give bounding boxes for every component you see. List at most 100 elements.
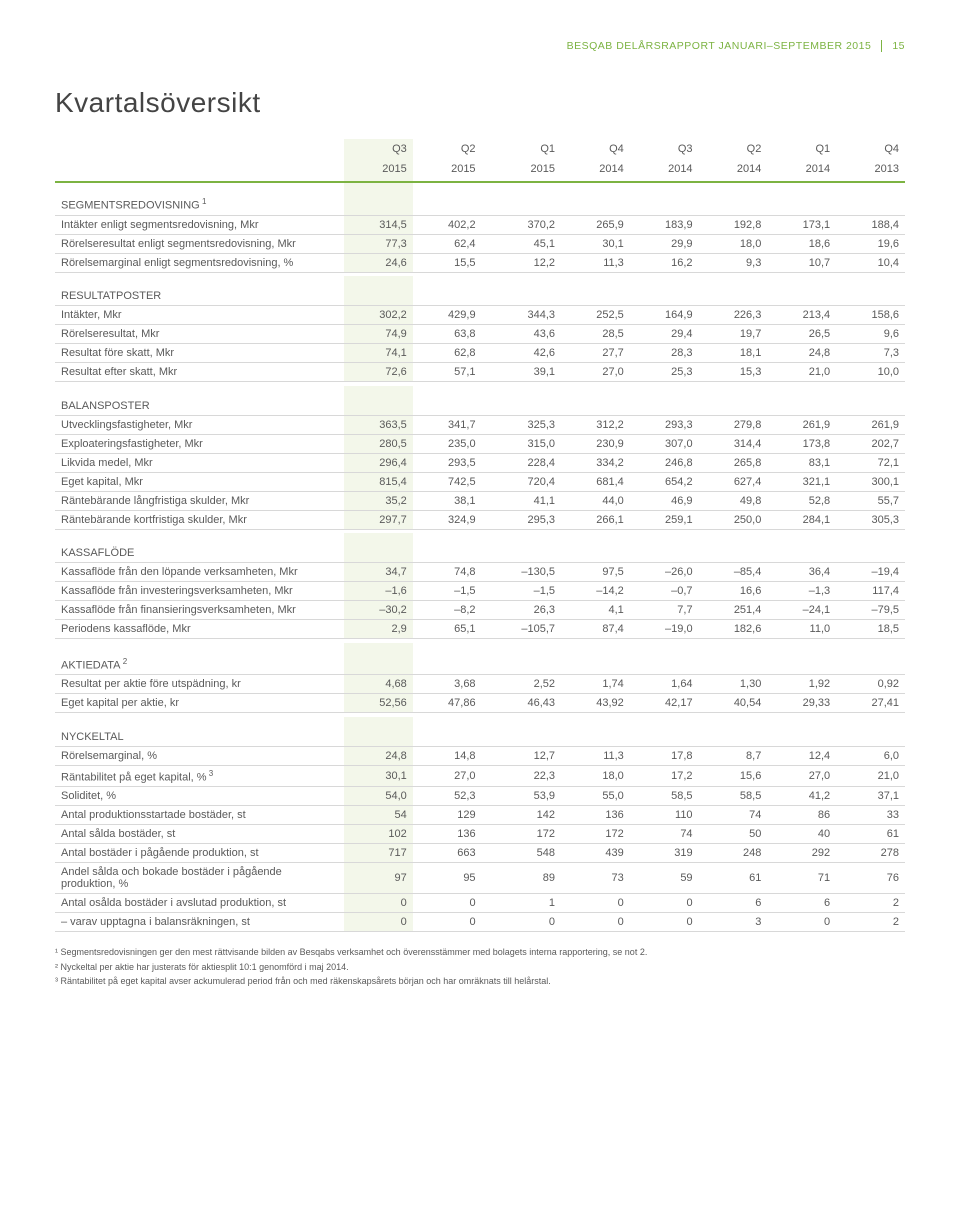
cell-value: 46,43: [482, 694, 561, 713]
cell-value: 38,1: [413, 491, 482, 510]
cell-value: 0: [561, 894, 630, 913]
cell-value: 18,1: [699, 344, 768, 363]
table-row: Kassaflöde från den löpande verksamheten…: [55, 563, 905, 582]
cell-value: 102: [344, 825, 413, 844]
cell-value: 312,2: [561, 415, 630, 434]
cell-value: 30,1: [561, 234, 630, 253]
cell-value: 16,6: [699, 582, 768, 601]
table-row: Exploateringsfastigheter, Mkr280,5235,03…: [55, 434, 905, 453]
cell-value: 280,5: [344, 434, 413, 453]
row-label: Periodens kassaflöde, Mkr: [55, 620, 344, 639]
cell-value: –1,5: [482, 582, 561, 601]
table-row: Kassaflöde från investeringsverksamheten…: [55, 582, 905, 601]
cell-value: 172: [482, 825, 561, 844]
cell-value: 1: [482, 894, 561, 913]
table-row: Rörelseresultat enligt segmentsredovisni…: [55, 234, 905, 253]
cell-value: 40,54: [699, 694, 768, 713]
cell-value: 429,9: [413, 306, 482, 325]
cell-value: 55,0: [561, 787, 630, 806]
footnote: ¹ Segmentsredovisningen ger den mest rät…: [55, 946, 905, 960]
col-header-bottom: 2014: [630, 159, 699, 182]
cell-value: 0: [630, 913, 699, 932]
row-label: Eget kapital, Mkr: [55, 472, 344, 491]
cell-value: 62,8: [413, 344, 482, 363]
cell-value: 83,1: [767, 453, 836, 472]
cell-value: 3,68: [413, 675, 482, 694]
table-row: – varav upptagna i balansräkningen, st00…: [55, 913, 905, 932]
section-title: KASSAFLÖDE: [55, 533, 344, 563]
cell-value: 24,8: [344, 746, 413, 765]
cell-value: 173,8: [767, 434, 836, 453]
cell-value: 4,1: [561, 601, 630, 620]
cell-value: 136: [413, 825, 482, 844]
cell-value: 1,92: [767, 675, 836, 694]
cell-value: 1,30: [699, 675, 768, 694]
cell-value: 1,74: [561, 675, 630, 694]
row-label: Resultat före skatt, Mkr: [55, 344, 344, 363]
cell-value: 34,7: [344, 563, 413, 582]
section-title: BALANSPOSTER: [55, 386, 344, 416]
row-label: Eget kapital per aktie, kr: [55, 694, 344, 713]
col-header-top: Q1: [482, 139, 561, 159]
cell-value: 302,2: [344, 306, 413, 325]
cell-value: 363,5: [344, 415, 413, 434]
cell-value: 65,1: [413, 620, 482, 639]
cell-value: 29,33: [767, 694, 836, 713]
cell-value: 11,3: [561, 746, 630, 765]
cell-value: 41,1: [482, 491, 561, 510]
col-header-bottom: 2014: [561, 159, 630, 182]
cell-value: 172: [561, 825, 630, 844]
cell-value: 110: [630, 806, 699, 825]
cell-value: 40: [767, 825, 836, 844]
cell-value: 11,0: [767, 620, 836, 639]
cell-value: 293,3: [630, 415, 699, 434]
cell-value: 0: [344, 894, 413, 913]
cell-value: 202,7: [836, 434, 905, 453]
cell-value: 2,52: [482, 675, 561, 694]
cell-value: 74: [630, 825, 699, 844]
cell-value: 12,7: [482, 746, 561, 765]
row-label: Kassaflöde från investeringsverksamheten…: [55, 582, 344, 601]
cell-value: 16,2: [630, 253, 699, 272]
col-header-bottom: 2014: [767, 159, 836, 182]
section-title: NYCKELTAL: [55, 717, 344, 747]
cell-value: 45,1: [482, 234, 561, 253]
cell-value: –1,5: [413, 582, 482, 601]
cell-value: –30,2: [344, 601, 413, 620]
cell-value: 188,4: [836, 215, 905, 234]
cell-value: 173,1: [767, 215, 836, 234]
table-row: Eget kapital per aktie, kr52,5647,8646,4…: [55, 694, 905, 713]
cell-value: –130,5: [482, 563, 561, 582]
page-number: 15: [892, 40, 905, 52]
cell-value: 21,0: [767, 363, 836, 382]
cell-value: 2: [836, 894, 905, 913]
cell-value: 50: [699, 825, 768, 844]
cell-value: 654,2: [630, 472, 699, 491]
cell-value: 28,3: [630, 344, 699, 363]
cell-value: –19,0: [630, 620, 699, 639]
table-row: Eget kapital, Mkr815,4742,5720,4681,4654…: [55, 472, 905, 491]
col-header-top: Q4: [836, 139, 905, 159]
cell-value: 17,2: [630, 765, 699, 787]
table-row: Soliditet, %54,052,353,955,058,558,541,2…: [55, 787, 905, 806]
row-label: Rörelsemarginal, %: [55, 746, 344, 765]
cell-value: 15,3: [699, 363, 768, 382]
cell-value: 0: [767, 913, 836, 932]
cell-value: 226,3: [699, 306, 768, 325]
cell-value: 315,0: [482, 434, 561, 453]
cell-value: 2: [836, 913, 905, 932]
cell-value: 19,7: [699, 325, 768, 344]
row-label: Rörelsemarginal enligt segmentsredovisni…: [55, 253, 344, 272]
cell-value: 43,6: [482, 325, 561, 344]
cell-value: 627,4: [699, 472, 768, 491]
cell-value: 42,6: [482, 344, 561, 363]
table-row: Antal osålda bostäder i avslutad produkt…: [55, 894, 905, 913]
cell-value: 0,92: [836, 675, 905, 694]
cell-value: 284,1: [767, 510, 836, 529]
cell-value: 717: [344, 844, 413, 863]
cell-value: –1,3: [767, 582, 836, 601]
footnotes: ¹ Segmentsredovisningen ger den mest rät…: [55, 946, 905, 989]
table-row: Resultat före skatt, Mkr74,162,842,627,7…: [55, 344, 905, 363]
cell-value: 0: [344, 913, 413, 932]
row-label: Rörelseresultat, Mkr: [55, 325, 344, 344]
